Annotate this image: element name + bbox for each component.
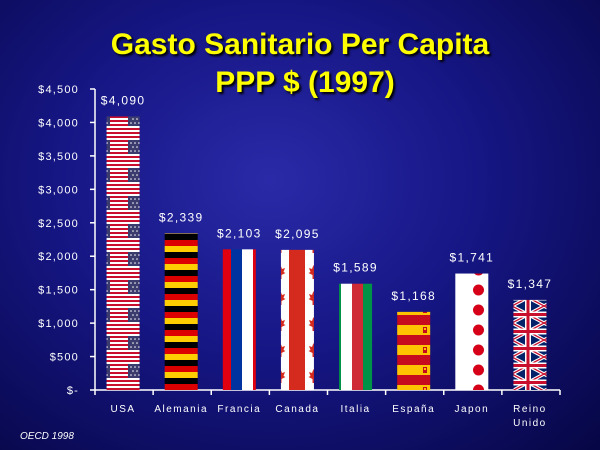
- y-tick-label: $2,500: [38, 218, 79, 230]
- x-tick-label-line: Canada: [275, 404, 319, 415]
- x-tick-label-line: Unido: [513, 418, 547, 429]
- y-tick-label: $4,000: [38, 117, 79, 129]
- y-tick-label: $4,500: [38, 84, 79, 96]
- data-label: $1,347: [508, 277, 553, 291]
- y-tick-label: $2,000: [38, 251, 79, 263]
- data-label: $1,168: [391, 289, 436, 303]
- x-tick-label: Japon: [454, 404, 489, 415]
- bar: [513, 299, 547, 390]
- y-tick-label: $3,500: [38, 151, 79, 163]
- x-tick-label-line: Reino: [513, 404, 547, 415]
- x-tick-label: Reino Unido: [513, 404, 547, 429]
- data-label: $2,103: [217, 226, 262, 240]
- x-tick-label: Canada: [275, 404, 319, 415]
- bar: [222, 249, 256, 390]
- chart-title: Gasto Sanitario Per Capita: [110, 28, 490, 61]
- x-axis: [94, 389, 561, 395]
- y-tick-label: $1,500: [38, 285, 79, 297]
- bar: [164, 233, 198, 390]
- bar: [106, 116, 140, 391]
- bars: [106, 116, 547, 391]
- chart-subtitle: PPP $ (1997): [215, 66, 395, 99]
- y-tick-label: $-: [67, 385, 79, 397]
- data-label: $4,090: [101, 93, 146, 107]
- y-tick-label: $3,000: [38, 184, 79, 196]
- bar: [455, 273, 489, 390]
- bar: [397, 311, 431, 390]
- data-label: $1,741: [450, 251, 495, 265]
- x-tick-labels: USA Alemania Francia Canada Italia España Japo…: [111, 404, 547, 429]
- value-labels: $4,090 $2,339 $2,103 $2,095 $1,589 $1,168 $1,7…: [101, 93, 553, 303]
- x-tick-label-line: Alemania: [154, 404, 208, 415]
- y-axis: $- $500 $1,000 $1,500 $2,000 $2,500 $3,000 $3,5…: [38, 84, 96, 397]
- x-tick-label: Alemania: [154, 404, 208, 415]
- x-tick-label-line: USA: [111, 404, 136, 415]
- data-label: $2,339: [159, 211, 204, 225]
- x-tick-label-line: Italia: [341, 404, 371, 415]
- x-tick-label: USA: [111, 404, 136, 415]
- data-label: $1,589: [333, 261, 378, 275]
- y-tick-label: $500: [50, 352, 79, 364]
- x-tick-label-line: España: [392, 404, 435, 415]
- bar: [280, 249, 314, 390]
- x-tick-label-line: Japon: [454, 404, 489, 415]
- x-tick-label-line: Francia: [217, 404, 261, 415]
- data-label: $2,095: [275, 227, 320, 241]
- x-tick-label: España: [392, 404, 435, 415]
- x-tick-label: Italia: [341, 404, 371, 415]
- y-tick-label: $1,000: [38, 318, 79, 330]
- x-tick-label: Francia: [217, 404, 261, 415]
- source-note: OECD 1998: [20, 431, 74, 442]
- bar: [339, 283, 373, 390]
